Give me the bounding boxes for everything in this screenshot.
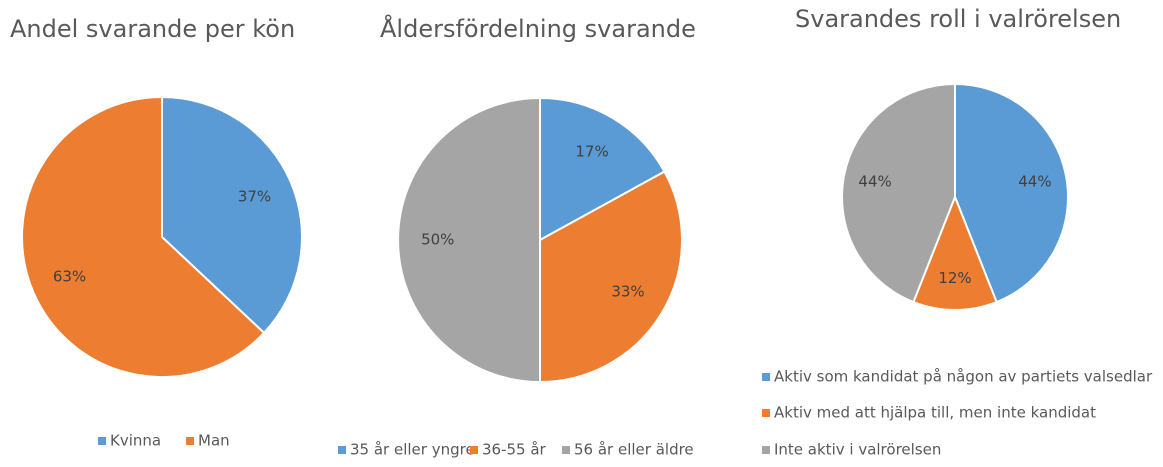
pie-slice <box>912 194 998 311</box>
chart-title: Andel svarande per kön <box>10 15 295 43</box>
legend-label: 36-55 år <box>482 441 547 459</box>
chart-title: Åldersfördelning svarande <box>380 14 696 43</box>
legend-swatch <box>762 373 770 381</box>
data-label: 63% <box>53 268 86 286</box>
legend-swatch <box>470 446 478 454</box>
legend-swatch <box>338 446 346 454</box>
legend-label: 35 år eller yngre <box>350 441 475 459</box>
data-label: 37% <box>238 187 271 205</box>
legend-swatch <box>562 446 570 454</box>
data-label: 12% <box>938 269 971 287</box>
pie-slice <box>841 82 956 304</box>
pie-slice <box>539 170 683 384</box>
pie-slice <box>161 95 304 335</box>
data-label: 17% <box>575 142 608 160</box>
legend-label: Aktiv som kandidat på någon av partiets … <box>774 368 1153 386</box>
pie-slice <box>397 96 541 384</box>
legend-swatch <box>186 437 194 445</box>
legend-label: Man <box>198 432 230 450</box>
legend-label: Kvinna <box>110 432 161 450</box>
pie-slice <box>21 95 266 378</box>
legend-swatch <box>762 446 770 454</box>
legend-swatch <box>762 409 770 417</box>
chart-title: Svarandes roll i valrörelsen <box>795 5 1121 33</box>
data-label: 50% <box>421 231 454 249</box>
pie-slice <box>539 96 666 242</box>
legend-swatch <box>98 437 106 445</box>
data-label: 44% <box>858 172 891 190</box>
legend-label: Inte aktiv i valrörelsen <box>774 441 941 459</box>
legend-label: 56 år eller äldre <box>574 441 694 459</box>
data-label: 44% <box>1018 172 1051 190</box>
data-label: 33% <box>611 283 644 301</box>
pie-slice <box>954 82 1069 304</box>
legend-label: Aktiv med att hjälpa till, men inte kand… <box>774 404 1096 422</box>
